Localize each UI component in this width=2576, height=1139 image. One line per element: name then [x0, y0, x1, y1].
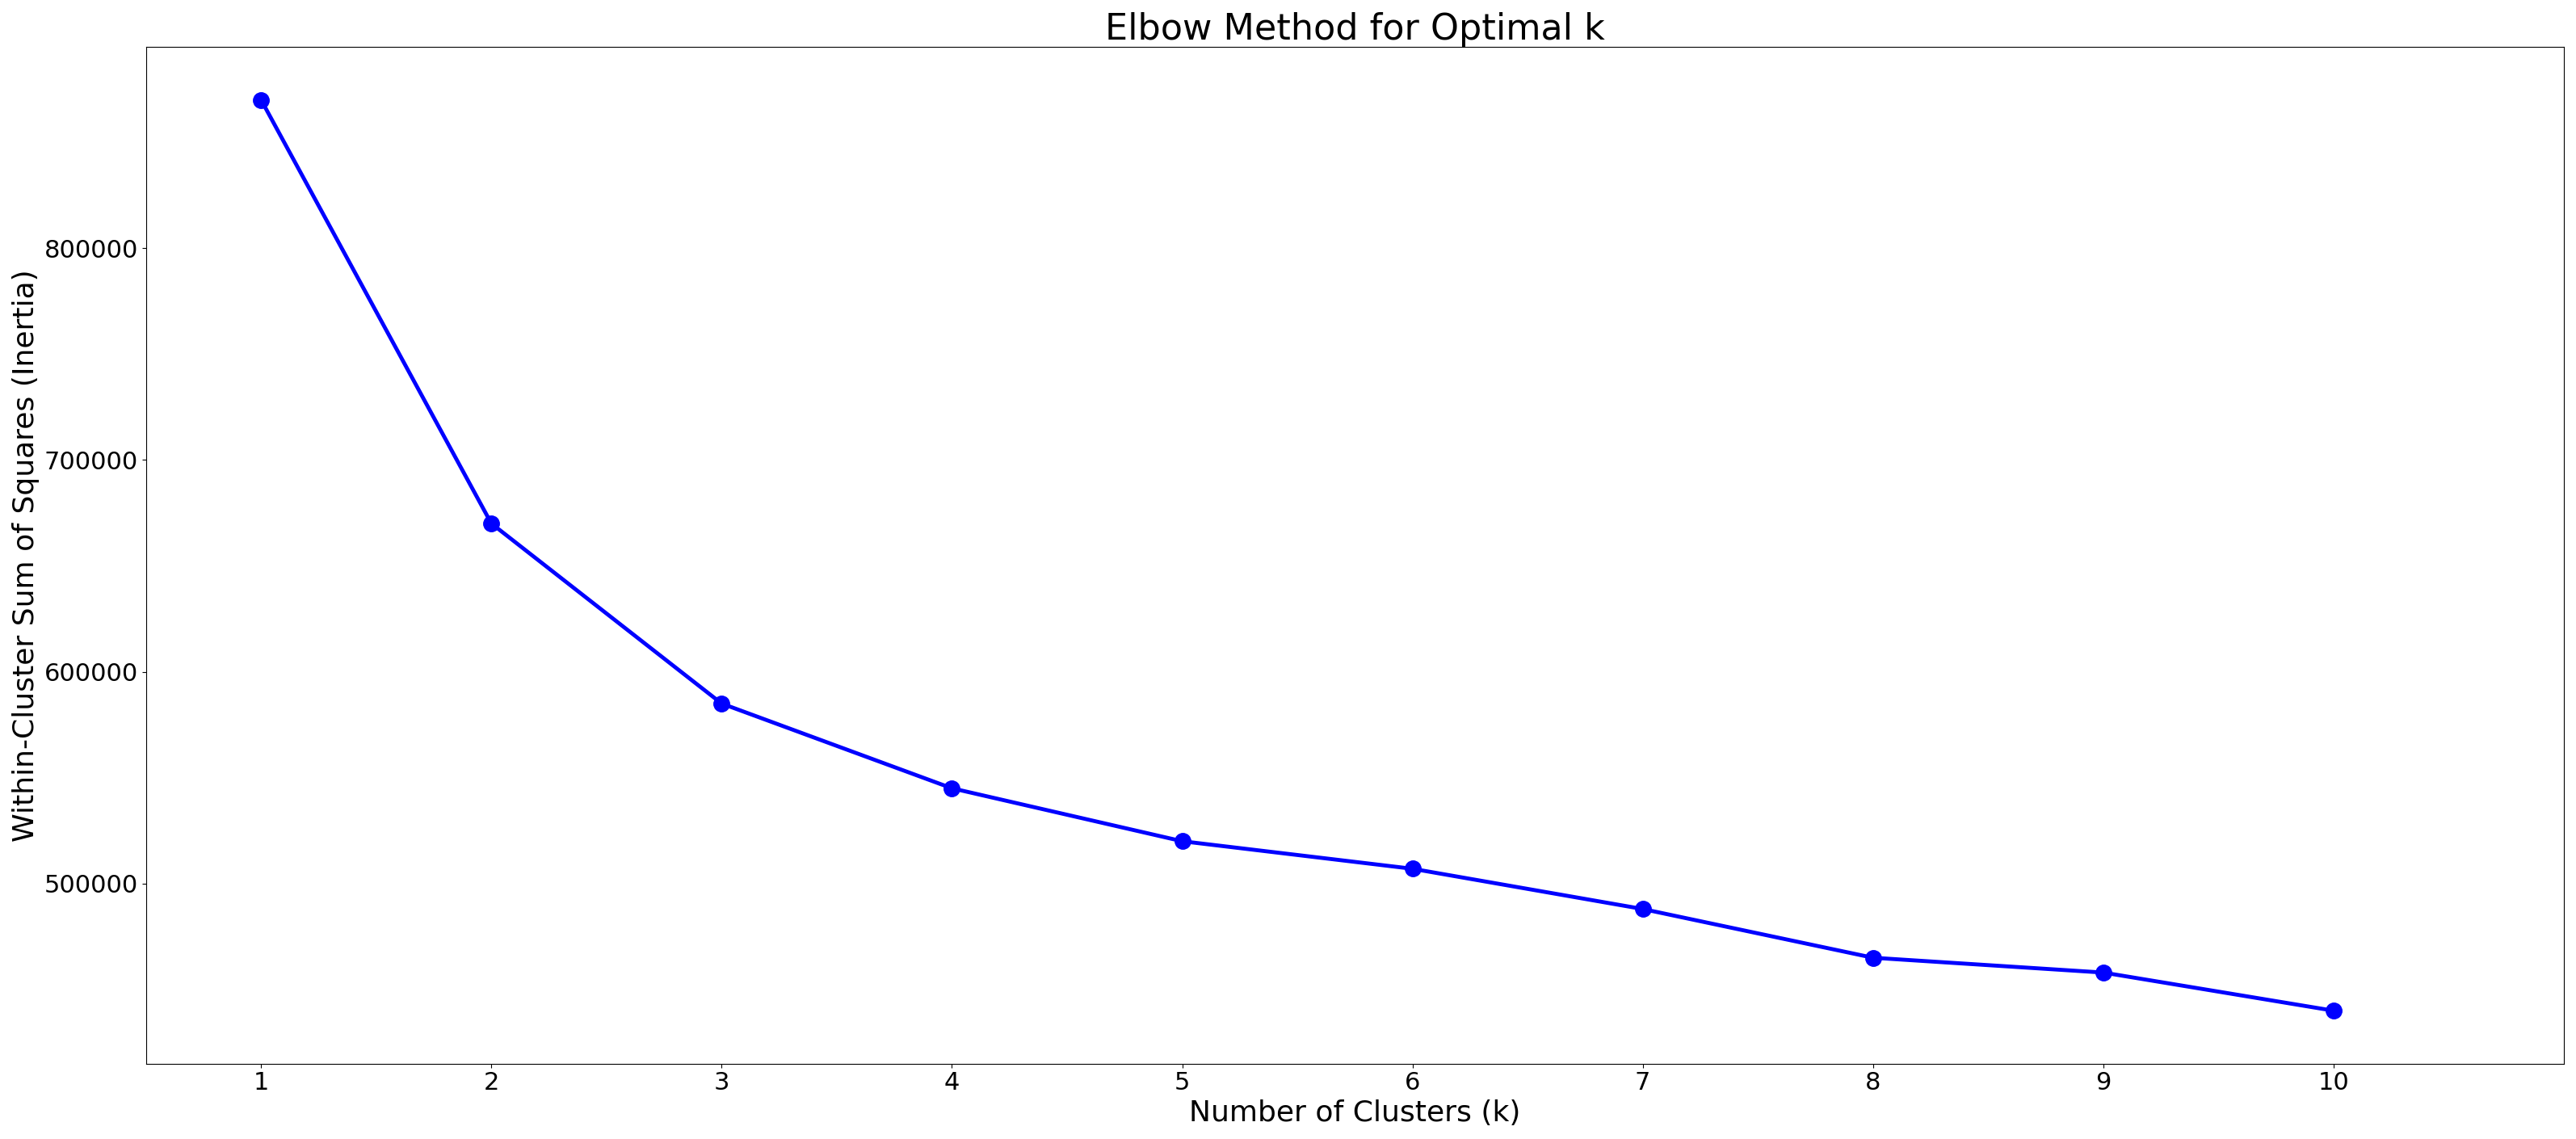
Title: Elbow Method for Optimal k: Elbow Method for Optimal k: [1105, 13, 1605, 47]
Y-axis label: Within-Cluster Sum of Squares (Inertia): Within-Cluster Sum of Squares (Inertia): [13, 269, 39, 842]
X-axis label: Number of Clusters (k): Number of Clusters (k): [1190, 1099, 1520, 1126]
